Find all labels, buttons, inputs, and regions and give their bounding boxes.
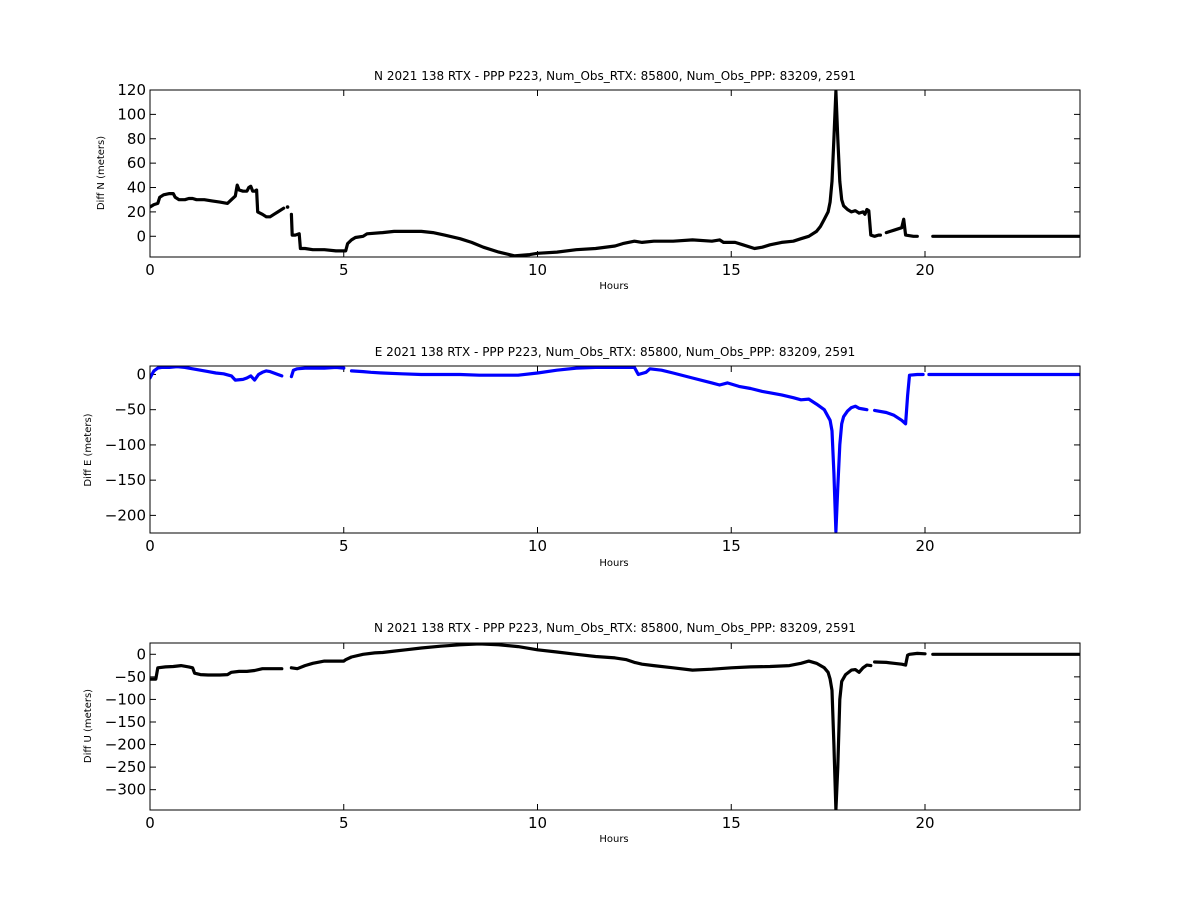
- x-tick-label: 5: [339, 814, 349, 832]
- series-line: [349, 366, 869, 533]
- series-line: [873, 651, 927, 667]
- x-tick-label: 10: [528, 537, 547, 555]
- y-tick-label: 20: [127, 203, 146, 221]
- y-tick-label: −150: [105, 713, 146, 731]
- y-axis-label: Diff N (meters): [96, 136, 107, 210]
- y-tick-label: 0: [136, 227, 146, 245]
- x-tick-label: 10: [528, 814, 547, 832]
- x-tick-label: 15: [722, 537, 741, 555]
- y-tick-label: 0: [136, 645, 146, 663]
- x-tick-label: 20: [915, 814, 934, 832]
- y-tick-label: 100: [117, 105, 146, 123]
- plot-frame: [149, 89, 1081, 258]
- x-tick-label: 0: [145, 537, 155, 555]
- panel-up: N 2021 138 RTX - PPP P223, Num_Obs_RTX: …: [83, 621, 1081, 845]
- tick-group: 0 5 10 15 20 0 −50 −100 −150 −200 −250 −300: [105, 643, 1080, 832]
- y-tick-label: −100: [105, 436, 146, 454]
- x-tick-label: 10: [528, 261, 547, 279]
- x-tick-label: 20: [915, 537, 934, 555]
- x-tick-label: 15: [722, 814, 741, 832]
- y-tick-label: 120: [117, 81, 146, 99]
- y-tick-label: −300: [105, 781, 146, 799]
- y-tick-label: −100: [105, 690, 146, 708]
- plot-frame: [149, 642, 1081, 811]
- y-tick-label: 40: [127, 179, 146, 197]
- y-tick-label: 80: [127, 130, 146, 148]
- panel-north: N 2021 138 RTX - PPP P223, Num_Obs_RTX: …: [96, 69, 1081, 292]
- y-tick-label: 0: [136, 365, 146, 383]
- series-group: [150, 643, 1080, 810]
- series-line: [289, 643, 873, 810]
- series-line: [289, 366, 346, 379]
- y-axis-label: Diff U (meters): [83, 689, 94, 763]
- panel-east: E 2021 138 RTX - PPP P223, Num_Obs_RTX: …: [83, 345, 1081, 569]
- y-tick-label: −200: [105, 736, 146, 754]
- x-tick-label: 0: [145, 814, 155, 832]
- x-axis-label: Hours: [599, 834, 628, 845]
- series-line: [873, 372, 925, 426]
- chart-title: E 2021 138 RTX - PPP P223, Num_Obs_RTX: …: [375, 345, 856, 359]
- tick-group: 0 5 10 15 20 0 −50 −100 −150 −200: [105, 365, 1080, 555]
- series-line: [289, 90, 882, 257]
- series-line: [150, 183, 286, 219]
- series-group: [150, 366, 1080, 533]
- x-tick-label: 0: [145, 261, 155, 279]
- plot-frame: [149, 365, 1081, 534]
- y-tick-label: −50: [114, 401, 146, 419]
- series-line: [884, 217, 919, 238]
- tick-group: 0 5 10 15 20 0 20 40 60 80 100 120: [117, 81, 1080, 279]
- x-tick-label: 15: [722, 261, 741, 279]
- y-tick-label: −250: [105, 758, 146, 776]
- x-axis-label: Hours: [599, 281, 628, 292]
- chart-title: N 2021 138 RTX - PPP P223, Num_Obs_RTX: …: [374, 69, 856, 83]
- y-axis-label: Diff E (meters): [83, 413, 94, 486]
- x-tick-label: 20: [915, 261, 934, 279]
- y-tick-label: −50: [114, 668, 146, 686]
- series-point: [285, 205, 290, 209]
- series-group: [150, 90, 1080, 257]
- series-line: [150, 664, 284, 681]
- y-tick-label: 60: [127, 154, 146, 172]
- x-tick-label: 5: [339, 537, 349, 555]
- chart-title: N 2021 138 RTX - PPP P223, Num_Obs_RTX: …: [374, 621, 856, 635]
- x-tick-label: 5: [339, 261, 349, 279]
- y-tick-label: −150: [105, 471, 146, 489]
- y-tick-label: −200: [105, 506, 146, 524]
- x-axis-label: Hours: [599, 558, 628, 569]
- series-line: [150, 366, 284, 382]
